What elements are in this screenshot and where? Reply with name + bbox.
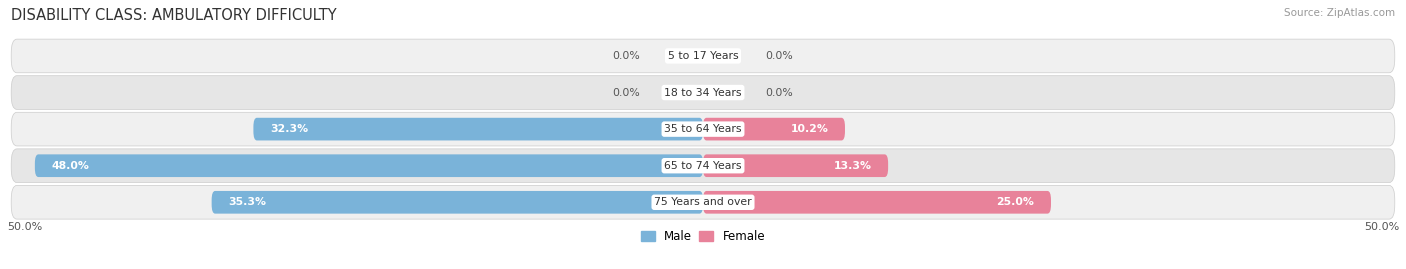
Text: 0.0%: 0.0% bbox=[613, 87, 640, 98]
Text: 50.0%: 50.0% bbox=[7, 222, 42, 232]
Text: Source: ZipAtlas.com: Source: ZipAtlas.com bbox=[1284, 8, 1395, 18]
Text: 0.0%: 0.0% bbox=[766, 87, 793, 98]
Text: 0.0%: 0.0% bbox=[613, 51, 640, 61]
FancyBboxPatch shape bbox=[35, 154, 703, 177]
Text: 10.2%: 10.2% bbox=[790, 124, 828, 134]
Text: 35 to 64 Years: 35 to 64 Years bbox=[664, 124, 742, 134]
Text: 18 to 34 Years: 18 to 34 Years bbox=[664, 87, 742, 98]
Text: 35.3%: 35.3% bbox=[228, 197, 266, 207]
Text: DISABILITY CLASS: AMBULATORY DIFFICULTY: DISABILITY CLASS: AMBULATORY DIFFICULTY bbox=[11, 8, 337, 23]
Text: 75 Years and over: 75 Years and over bbox=[654, 197, 752, 207]
Legend: Male, Female: Male, Female bbox=[636, 225, 770, 247]
FancyBboxPatch shape bbox=[212, 191, 703, 214]
Text: 25.0%: 25.0% bbox=[997, 197, 1035, 207]
FancyBboxPatch shape bbox=[11, 185, 1395, 219]
FancyBboxPatch shape bbox=[11, 149, 1395, 183]
FancyBboxPatch shape bbox=[253, 118, 703, 140]
FancyBboxPatch shape bbox=[11, 112, 1395, 146]
Text: 0.0%: 0.0% bbox=[766, 51, 793, 61]
Text: 32.3%: 32.3% bbox=[270, 124, 308, 134]
Text: 48.0%: 48.0% bbox=[52, 161, 90, 171]
Text: 50.0%: 50.0% bbox=[1364, 222, 1399, 232]
FancyBboxPatch shape bbox=[11, 39, 1395, 73]
FancyBboxPatch shape bbox=[703, 154, 889, 177]
Text: 13.3%: 13.3% bbox=[834, 161, 872, 171]
Text: 5 to 17 Years: 5 to 17 Years bbox=[668, 51, 738, 61]
FancyBboxPatch shape bbox=[703, 191, 1052, 214]
FancyBboxPatch shape bbox=[703, 118, 845, 140]
FancyBboxPatch shape bbox=[11, 76, 1395, 109]
Text: 65 to 74 Years: 65 to 74 Years bbox=[664, 161, 742, 171]
